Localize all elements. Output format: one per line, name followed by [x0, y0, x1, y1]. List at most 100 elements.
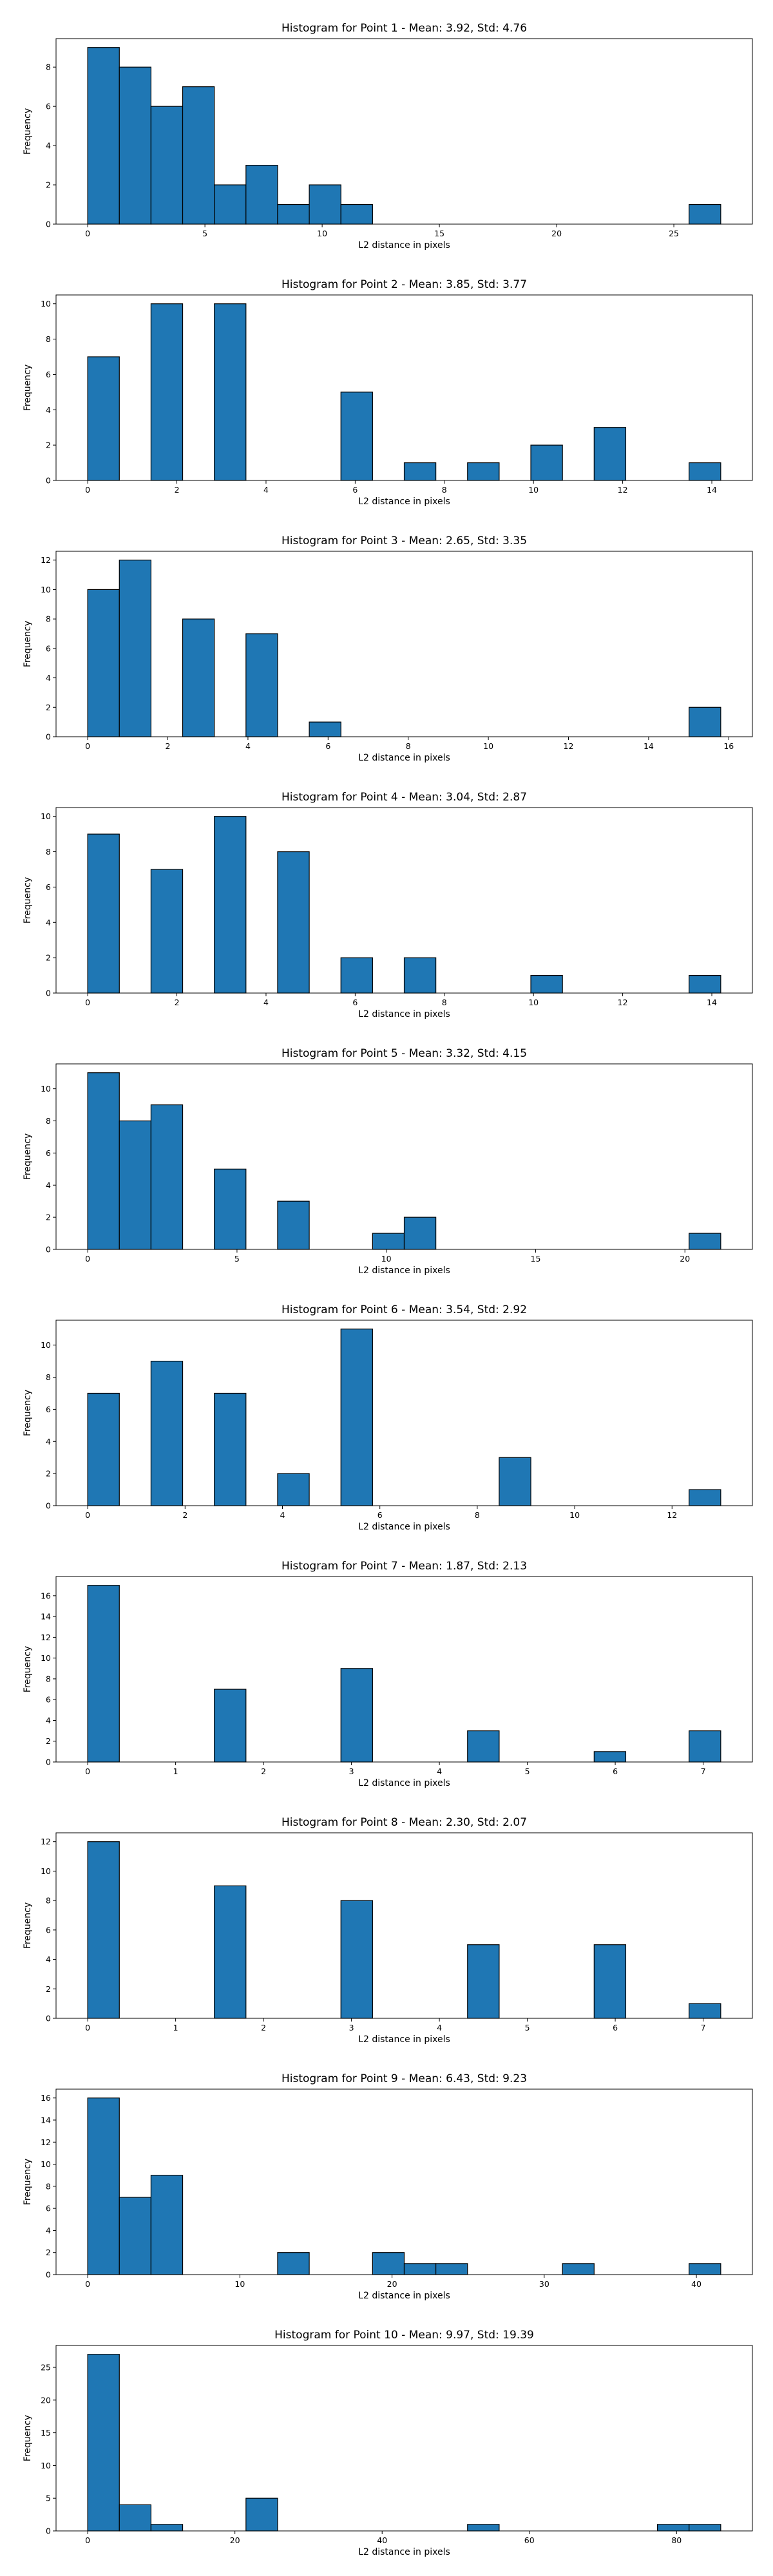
histogram-bar [87, 47, 120, 225]
histogram-panel-6: Histogram for Point 6 - Mean: 3.54, Std:… [23, 1303, 753, 1532]
x-tick-label: 2 [175, 485, 180, 495]
x-tick-label: 6 [613, 1766, 618, 1776]
x-tick-label: 14 [707, 998, 717, 1007]
y-axis-label: Frequency [23, 621, 33, 667]
y-tick-label: 0 [46, 2270, 51, 2280]
y-tick-label: 8 [46, 847, 51, 857]
y-tick-label: 2 [46, 1984, 51, 1994]
x-tick-label: 8 [475, 1510, 480, 1520]
y-tick-label: 8 [46, 1372, 51, 1382]
y-tick-label: 10 [41, 1653, 51, 1663]
y-tick-label: 10 [41, 1340, 51, 1350]
histogram-bar [87, 356, 120, 481]
axes-frame [55, 294, 753, 481]
histogram-bar [182, 618, 215, 737]
histogram-bar [182, 86, 215, 225]
x-tick-label: 3 [349, 1766, 354, 1776]
x-tick-label: 15 [434, 229, 444, 238]
y-tick-label: 10 [41, 1866, 51, 1876]
y-tick-label: 16 [41, 2093, 51, 2103]
y-tick-label: 12 [41, 2137, 51, 2147]
x-tick-label: 4 [245, 741, 251, 751]
x-tick-label: 5 [234, 1254, 240, 1264]
y-tick-label: 8 [46, 614, 51, 624]
y-tick-label: 12 [41, 1633, 51, 1642]
histogram-bar [689, 204, 721, 225]
histogram-bar [403, 957, 437, 994]
histogram-bar [150, 106, 184, 225]
histogram-bar [277, 1473, 310, 1506]
histogram-bar [214, 303, 247, 481]
histogram-bar [689, 2263, 721, 2275]
y-tick-label: 4 [46, 1716, 51, 1725]
x-tick-label: 0 [85, 998, 90, 1007]
x-tick-label: 7 [701, 2023, 706, 2032]
y-tick-label: 4 [46, 1180, 51, 1190]
x-axis-label: L2 distance in pixels [358, 1522, 450, 1532]
histogram-panel-5: Histogram for Point 5 - Mean: 3.32, Std:… [23, 1047, 753, 1276]
x-tick-label: 0 [85, 2535, 90, 2545]
y-axis-label: Frequency [23, 1902, 33, 1949]
histogram-bar [656, 2524, 690, 2532]
x-tick-label: 8 [442, 485, 447, 495]
histogram-bar [689, 1489, 721, 1506]
x-tick-label: 0 [85, 1510, 90, 1520]
x-axis-label: L2 distance in pixels [358, 240, 450, 251]
histogram-bar [277, 2252, 310, 2275]
histogram-bar [467, 1944, 500, 2019]
x-tick-label: 10 [317, 229, 327, 238]
y-tick-label: 25 [41, 2363, 51, 2372]
histogram-bar [87, 1072, 120, 1250]
x-tick-label: 6 [352, 998, 358, 1007]
histogram-bar [372, 2252, 405, 2275]
histogram-bar [372, 1233, 405, 1250]
x-tick-label: 8 [406, 741, 411, 751]
histogram-bar [309, 721, 341, 737]
y-axis-label: Frequency [23, 108, 33, 155]
histogram-bar [277, 1200, 310, 1250]
x-tick-label: 5 [525, 2023, 530, 2032]
chart-title: Histogram for Point 2 - Mean: 3.85, Std:… [282, 278, 527, 291]
histogram-bar [340, 204, 373, 225]
histogram-bar [87, 2098, 120, 2275]
y-tick-label: 10 [41, 2159, 51, 2169]
y-tick-label: 5 [46, 2494, 51, 2503]
x-tick-label: 10 [569, 1510, 580, 1520]
chart-title: Histogram for Point 5 - Mean: 3.32, Std:… [282, 1047, 527, 1060]
y-tick-label: 6 [46, 1405, 51, 1414]
chart-title: Histogram for Point 4 - Mean: 3.04, Std:… [282, 791, 527, 804]
y-tick-label: 0 [46, 989, 51, 998]
histogram-bar [467, 2524, 500, 2532]
x-tick-label: 6 [325, 741, 330, 751]
y-tick-label: 2 [46, 1736, 51, 1746]
histogram-bar [87, 2354, 120, 2532]
histogram-panel-4: Histogram for Point 4 - Mean: 3.04, Std:… [23, 791, 753, 1019]
x-tick-label: 0 [85, 2279, 90, 2289]
y-axis-label: Frequency [23, 1133, 33, 1180]
x-axis-label: L2 distance in pixels [358, 497, 450, 507]
y-axis-label: Frequency [23, 1646, 33, 1692]
histogram-bar [277, 851, 310, 994]
histogram-bar [119, 2197, 152, 2275]
x-tick-label: 30 [539, 2279, 549, 2289]
x-tick-label: 0 [85, 229, 90, 238]
histogram-bar [689, 2524, 721, 2532]
histogram-bar [593, 427, 627, 481]
x-tick-label: 7 [701, 1766, 706, 1776]
x-tick-label: 10 [528, 998, 539, 1007]
y-tick-label: 0 [46, 1501, 51, 1511]
histogram-bar [689, 1730, 721, 1763]
x-tick-label: 40 [691, 2279, 701, 2289]
histogram-bar [562, 2263, 595, 2275]
histogram-bar [467, 1730, 500, 1763]
y-tick-label: 6 [46, 102, 51, 111]
x-axis-label: L2 distance in pixels [358, 1009, 450, 1019]
histogram-panel-10: Histogram for Point 10 - Mean: 9.97, Std… [23, 2329, 753, 2557]
x-tick-label: 8 [442, 998, 447, 1007]
histogram-bar [119, 2504, 152, 2532]
x-tick-label: 10 [234, 2279, 245, 2289]
histogram-bar [214, 1689, 247, 1763]
histogram-bar [150, 1360, 184, 1506]
histogram-bar [87, 589, 120, 737]
